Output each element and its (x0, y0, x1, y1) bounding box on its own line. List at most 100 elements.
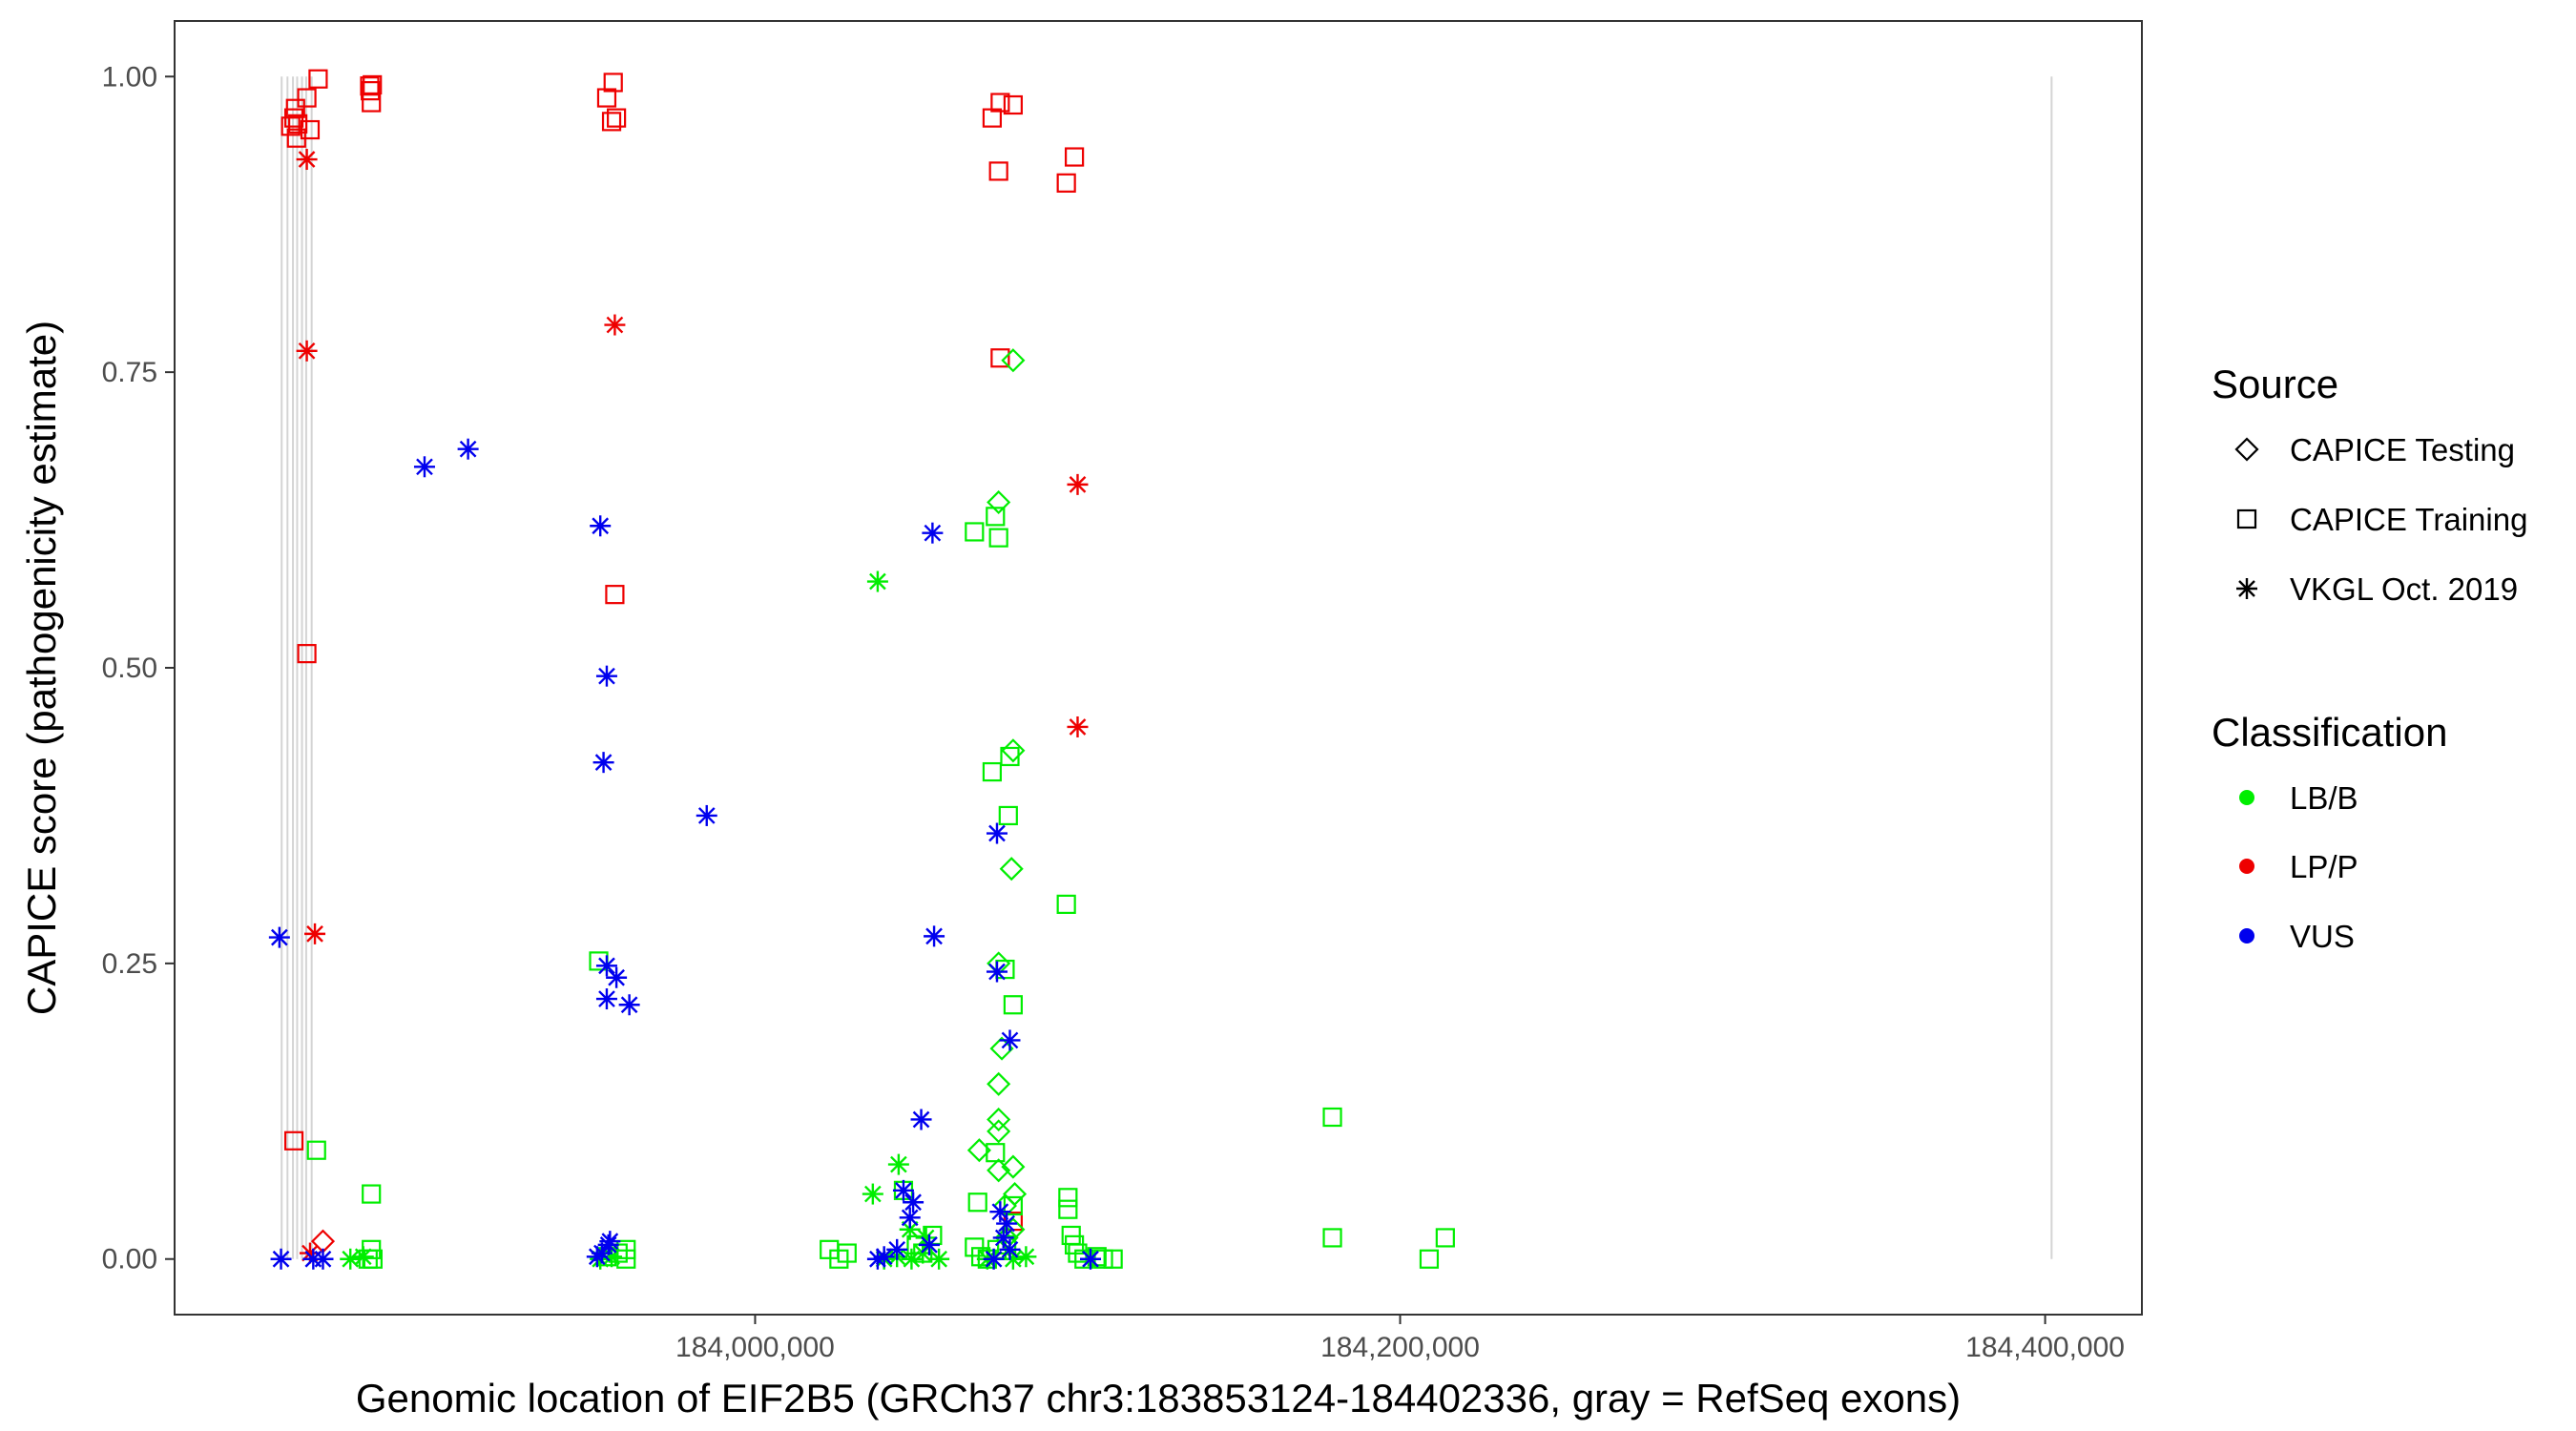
legend-item-vkgl: VKGL Oct. 2019 (2236, 571, 2518, 607)
data-point-square (1435, 1228, 1455, 1248)
x-tick-label: 184,000,000 (675, 1332, 835, 1363)
data-point-asterisk (992, 1227, 1014, 1249)
data-point-asterisk (595, 955, 617, 977)
data-point-diamond (1001, 738, 1026, 763)
data-point-square (596, 88, 617, 108)
legend-item-capice-training: CAPICE Training (2236, 502, 2527, 537)
square-icon (2236, 508, 2257, 529)
legend-label-vus: VUS (2290, 919, 2355, 954)
data-point-square (967, 1192, 987, 1213)
y-tick-label: 0.50 (102, 653, 157, 684)
data-point-asterisk (892, 1179, 914, 1201)
dot-icon (2239, 928, 2254, 944)
data-point-asterisk (1067, 473, 1089, 495)
data-point-asterisk (340, 1248, 362, 1270)
data-point-asterisk (986, 961, 1008, 983)
legend-label-vkgl: VKGL Oct. 2019 (2290, 571, 2518, 607)
data-point-square (1065, 147, 1085, 167)
data-point-diamond (1001, 1154, 1026, 1179)
data-point-diamond (987, 1158, 1011, 1183)
data-point-square (1322, 1107, 1342, 1128)
data-point-square (1003, 94, 1023, 115)
data-point-asterisk (912, 1242, 934, 1264)
data-point-asterisk (696, 804, 717, 826)
data-point-square (288, 114, 308, 134)
legend-source-title: Source (2212, 362, 2338, 406)
data-point-square (300, 119, 321, 140)
data-point-square (603, 73, 623, 93)
data-point-asterisk (989, 1201, 1011, 1223)
legend-label-capice-training: CAPICE Training (2290, 502, 2527, 537)
x-axis: 184,000,000 184,200,000 184,400,000 (675, 1315, 2125, 1363)
data-point-square (990, 348, 1010, 368)
data-point-square (285, 98, 305, 118)
data-point-square (1322, 1228, 1342, 1248)
data-point-diamond (987, 1071, 1011, 1096)
data-point-asterisk (413, 456, 435, 478)
data-point-diamond (1001, 348, 1026, 373)
legend-classification-title: Classification (2212, 710, 2447, 755)
data-point-asterisk (928, 1248, 950, 1270)
dot-icon (2239, 790, 2254, 805)
legend-item-capice-testing: CAPICE Testing (2234, 432, 2515, 467)
data-point-square (283, 1130, 304, 1151)
data-point-square (306, 1140, 326, 1160)
data-point-asterisk (899, 1218, 921, 1240)
data-point-square (363, 74, 383, 95)
data-point-square (1003, 995, 1023, 1015)
legend-label-capice-testing: CAPICE Testing (2290, 432, 2515, 467)
data-point-square (1056, 894, 1076, 914)
data-point-square (297, 644, 317, 664)
data-point-square (605, 585, 625, 605)
data-point-asterisk (352, 1246, 374, 1268)
data-point-asterisk (595, 665, 617, 687)
data-point-square (1056, 173, 1076, 193)
asterisk-icon (2236, 578, 2257, 599)
data-point-square (1058, 1188, 1078, 1208)
data-point-asterisk (1067, 716, 1089, 737)
data-point-asterisk (903, 1192, 924, 1213)
data-point-asterisk (899, 1207, 921, 1229)
y-tick-label: 0.00 (102, 1244, 157, 1275)
data-point-asterisk (866, 1248, 888, 1270)
data-point-asterisk (296, 340, 318, 362)
data-point-square (1419, 1249, 1440, 1269)
data-point-diamond (987, 1119, 1011, 1144)
data-point-asterisk (296, 149, 318, 171)
legend-item-lpp: LP/P (2239, 849, 2358, 884)
legend-label-lpp: LP/P (2290, 849, 2358, 884)
data-point-square (837, 1243, 857, 1263)
data-point-diamond (966, 1138, 991, 1163)
data-point-asterisk (901, 1248, 923, 1270)
data-point-asterisk (592, 752, 614, 774)
legend-label-lbb: LB/B (2290, 780, 2358, 816)
data-point-square (1058, 1199, 1078, 1219)
data-point-asterisk (986, 822, 1008, 844)
data-point-square (982, 761, 1003, 782)
data-point-square (988, 528, 1008, 548)
data-point-square (308, 69, 328, 89)
dot-icon (2239, 859, 2254, 874)
data-point-square (965, 522, 985, 542)
y-tick-label: 0.75 (102, 357, 157, 388)
x-tick-label: 184,200,000 (1320, 1332, 1480, 1363)
data-point-square (601, 112, 622, 132)
data-point-square (607, 108, 627, 128)
data-point-asterisk (999, 1238, 1021, 1260)
data-point-asterisk (604, 314, 626, 336)
data-point-asterisk (1015, 1246, 1037, 1268)
data-point-square (988, 161, 1008, 181)
data-point-asterisk (586, 1246, 608, 1268)
data-point-asterisk (1080, 1248, 1102, 1270)
data-point-asterisk (599, 1231, 621, 1253)
data-point-square (297, 88, 317, 108)
data-point-square (998, 805, 1018, 826)
data-point-asterisk (595, 988, 617, 1010)
y-tick-label: 1.00 (102, 61, 157, 93)
exon-lines (280, 76, 2053, 1259)
data-point-asterisk (924, 925, 945, 947)
data-point-square (616, 1249, 636, 1269)
data-point-asterisk (457, 438, 479, 460)
data-point-square (990, 93, 1010, 113)
data-point-square (362, 1184, 382, 1204)
